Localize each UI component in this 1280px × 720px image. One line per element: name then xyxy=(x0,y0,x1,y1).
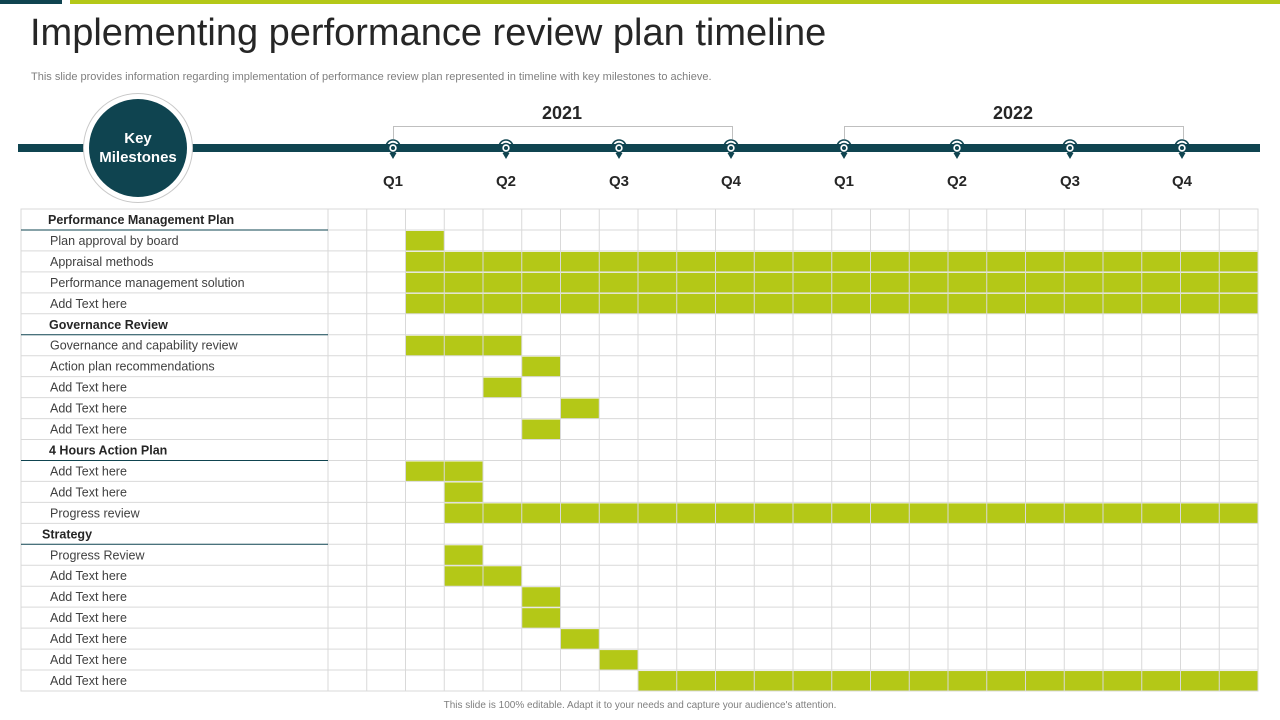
gantt-bar xyxy=(521,419,561,440)
year-bracket-2022 xyxy=(844,126,1184,139)
slide-title: Implementing performance review plan tim… xyxy=(30,12,827,54)
quarter-label: Q3 xyxy=(608,173,630,190)
gantt-bar xyxy=(560,629,600,650)
task-label: Add Text here xyxy=(50,632,127,646)
milestone-pin-icon xyxy=(1062,139,1078,159)
task-label: Add Text here xyxy=(50,485,127,499)
milestone-pin-icon xyxy=(498,139,514,159)
quarter-label: Q2 xyxy=(946,173,968,190)
milestone-pin-icon xyxy=(611,139,627,159)
task-label: Appraisal methods xyxy=(50,255,154,269)
slide-footer: This slide is 100% editable. Adapt it to… xyxy=(443,700,837,711)
task-label: Plan approval by board xyxy=(50,234,179,248)
top-accent-dark xyxy=(0,0,62,4)
milestone-pin-icon xyxy=(723,139,739,159)
year-bracket-2021 xyxy=(393,126,733,139)
quarter-label: Q1 xyxy=(382,173,404,190)
task-label: Add Text here xyxy=(50,402,127,416)
slide-subtitle: This slide provides information regardin… xyxy=(31,71,712,83)
year-label-2022: 2022 xyxy=(992,103,1034,123)
task-label: Progress review xyxy=(50,506,141,520)
quarter-label: Q2 xyxy=(495,173,517,190)
top-accent-bar xyxy=(70,0,1280,4)
milestone-pin-icon xyxy=(1174,139,1190,159)
section-header-label: Governance Review xyxy=(49,318,168,332)
task-label: Progress Review xyxy=(50,548,145,562)
task-label: Add Text here xyxy=(50,674,127,688)
gantt-bar xyxy=(483,377,522,398)
key-milestones-badge: Key Milestones xyxy=(89,99,187,197)
gantt-bar xyxy=(521,356,561,377)
task-label: Performance management solution xyxy=(50,276,245,290)
year-label-2021: 2021 xyxy=(541,103,583,123)
quarter-label: Q4 xyxy=(1171,173,1193,190)
gantt-bar xyxy=(444,503,1258,524)
task-label: Add Text here xyxy=(50,590,127,604)
quarter-label: Q1 xyxy=(833,173,855,190)
gantt-bar xyxy=(521,608,561,629)
section-header-label: Performance Management Plan xyxy=(48,213,234,227)
task-label: Add Text here xyxy=(50,297,127,311)
task-label: Add Text here xyxy=(50,569,127,583)
gantt-bar xyxy=(444,482,483,503)
quarter-label: Q3 xyxy=(1059,173,1081,190)
gantt-bar xyxy=(599,650,638,671)
task-label: Governance and capability review xyxy=(50,339,239,353)
gantt-bar xyxy=(405,335,522,356)
timeline-bar xyxy=(18,144,1260,152)
task-label: Add Text here xyxy=(50,464,127,478)
gantt-bar xyxy=(444,545,483,566)
gantt-bar xyxy=(405,230,445,251)
task-label: Add Text here xyxy=(50,653,127,667)
milestone-pin-icon xyxy=(949,139,965,159)
task-label: Action plan recommendations xyxy=(50,360,215,374)
quarter-label: Q4 xyxy=(720,173,742,190)
gantt-bar xyxy=(560,398,600,419)
gantt-bar xyxy=(521,587,561,608)
section-header-label: Strategy xyxy=(42,527,92,541)
task-label: Add Text here xyxy=(50,381,127,395)
section-header-label: 4 Hours Action Plan xyxy=(49,444,167,458)
task-label: Add Text here xyxy=(50,611,127,625)
milestone-pin-icon xyxy=(836,139,852,159)
key-milestones-label: Key Milestones xyxy=(99,130,177,166)
task-label: Add Text here xyxy=(50,423,127,437)
milestone-pin-icon xyxy=(385,139,401,159)
